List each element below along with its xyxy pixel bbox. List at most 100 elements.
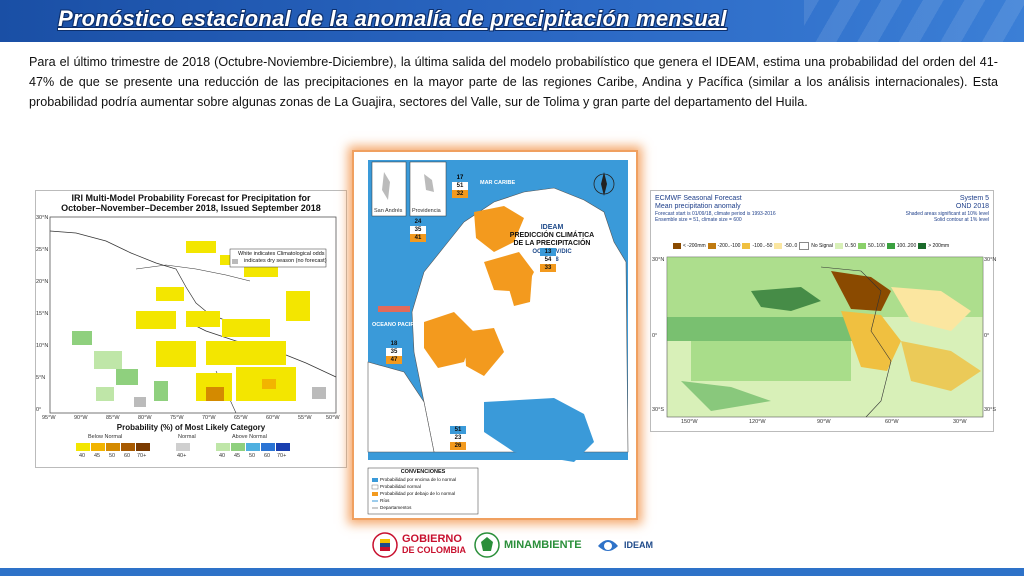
legend-value: 40: [79, 453, 86, 459]
ecmwf-lat-label: 30°S: [652, 407, 664, 413]
colombia-shield-icon: [372, 532, 398, 558]
iri-title-line2: October–November–December 2018, Issued S…: [61, 203, 321, 213]
sea-label: MAR CARIBE: [480, 180, 516, 186]
legend-swatch: [261, 443, 275, 451]
footer: GOBIERNO DE COLOMBIA MINAMBIENTE IDEAM: [0, 528, 1024, 576]
gobierno-line2: DE COLOMBIA: [402, 545, 466, 555]
ecmwf-lon-label: 30°W: [953, 419, 967, 425]
legend-value: 70+: [277, 453, 287, 459]
legend-label: -200..-100: [717, 243, 741, 249]
iri-lon-label: 55°W: [298, 415, 312, 421]
legend-label: > 200mm: [928, 243, 950, 249]
probability-box: 24 35 41: [410, 218, 426, 242]
legend-value: 50: [249, 453, 256, 459]
ocean-label: OCEANO PACIFICO: [372, 322, 424, 328]
ecmwf-forecast-map: ECMWF Seasonal Forecast Mean precipitati…: [650, 190, 997, 432]
legend-value: 70+: [137, 453, 147, 459]
legend-label: -100..-50: [752, 243, 773, 249]
iri-title: IRI Multi-Model Probability Forecast for…: [36, 193, 346, 213]
minambiente-logo: MINAMBIENTE: [474, 532, 582, 558]
legend-label: 100..200: [896, 243, 917, 249]
legend-swatch: [121, 443, 135, 451]
legend-swatch: [774, 243, 783, 249]
gobierno-line1: GOBIERNO: [402, 533, 462, 545]
ecmwf-lat-label: 30°N: [652, 257, 665, 263]
legend-value: 45: [234, 453, 241, 459]
ecmwf-map: [666, 256, 984, 418]
legend-value: 40: [219, 453, 226, 459]
convention-item: Departamentos: [380, 505, 412, 510]
ecmwf-lon-label: 120°W: [749, 419, 766, 425]
iri-lon-label: 70°W: [202, 415, 216, 421]
iri-lon-label: 65°W: [234, 415, 248, 421]
ecmwf-title-left-2: Mean precipitation anomaly: [655, 203, 741, 210]
ecmwf-lat-label: 0°: [984, 333, 990, 339]
ecmwf-title-right-2: OND 2018: [955, 203, 989, 210]
body-paragraph: Para el último trimestre de 2018 (Octubr…: [29, 55, 998, 109]
ecmwf-lon-label: 150°W: [681, 419, 698, 425]
legend-swatch: [276, 443, 290, 451]
legend-swatch: [858, 243, 867, 249]
ecmwf-legend: < -200mm -200..-100 -100..-50 -50..0 No …: [673, 241, 983, 251]
ecmwf-title-right-1: System 5: [959, 195, 989, 202]
ecmwf-lon-labels: 150°W 120°W 90°W 60°W 30°W: [651, 419, 993, 427]
iri-lon-label: 50°W: [326, 415, 340, 421]
ecmwf-sub-right-1: Shaded areas significant at 10% level: [905, 211, 989, 217]
legend-swatch: [834, 243, 843, 249]
ideam-eye-icon: [598, 540, 618, 551]
legend-swatch: [216, 443, 230, 451]
iri-legend-values: 40 45 50 60 70+ 40+ 40 45 50 60 70+: [76, 453, 316, 461]
probability-box: 13 54 33: [540, 248, 556, 272]
prob-normal: 35: [410, 226, 426, 234]
legend-label: -50..0: [784, 243, 798, 249]
prediction-title-line1: PREDICCIÓN CLIMÁTICA: [509, 232, 595, 239]
slide-title: Pronóstico estacional de la anomalía de …: [58, 6, 727, 31]
convention-item: Ríos: [380, 498, 390, 503]
minambiente-shield-icon: [474, 532, 500, 558]
legend-swatch: [673, 243, 681, 249]
legend-value: 60: [124, 453, 131, 459]
legend-swatch: [707, 243, 716, 249]
iri-lat-label: 25°N: [36, 247, 49, 253]
iri-legend-title: Probability (%) of Most Likely Category: [116, 423, 266, 432]
convention-item: Probabilidad normal: [380, 484, 421, 489]
iri-lon-label: 75°W: [170, 415, 184, 421]
legend-swatch: [918, 243, 927, 249]
iri-legend-groups: Below Normal Normal Above Normal: [36, 434, 346, 442]
legend-value: 40+: [177, 453, 187, 459]
iri-legend-group-above: Above Normal: [232, 434, 267, 440]
legend-swatch: [886, 243, 895, 249]
prob-above: 18: [386, 340, 402, 348]
convention-item: Probabilidad por encima de lo normal: [380, 477, 457, 482]
legend-swatch: [106, 443, 120, 451]
prob-above: 51: [450, 426, 466, 434]
legend-swatch: [76, 443, 90, 451]
ideam-colombia-map: San Andrés Providencia MAR CARIBE OCEANO…: [352, 150, 638, 520]
iri-legend-swatches: [76, 443, 316, 453]
legend-value: 50: [109, 453, 116, 459]
ecmwf-sub-right-2: Solid contour at 1% level: [933, 217, 989, 223]
gobierno-logo: GOBIERNO DE COLOMBIA: [372, 532, 466, 558]
ecmwf-sub-left-2: Ensemble size = 51, climate size = 600: [655, 217, 742, 223]
prediction-title-line2: DE LA PRECIPITACIÓN: [513, 240, 591, 247]
ecmwf-lon-label: 60°W: [885, 419, 899, 425]
iri-forecast-map: IRI Multi-Model Probability Forecast for…: [35, 190, 347, 468]
iri-lon-label: 90°W: [74, 415, 88, 421]
ecmwf-sub-left-1: Forecast start is 01/09/18, climate peri…: [655, 211, 776, 217]
prob-normal: 35: [386, 348, 402, 356]
ideam-text: IDEAM: [624, 540, 653, 550]
ecmwf-lat-label: 30°N: [984, 257, 997, 263]
iri-lat-label: 0°: [36, 407, 42, 413]
ecmwf-title-right: System 5 OND 2018 Shaded areas significa…: [906, 195, 989, 223]
conventions-title: CONVENCIONES: [400, 469, 446, 475]
probability-box: 17 51 32: [452, 174, 468, 198]
legend-swatch: [799, 242, 810, 250]
probability-box: 51 23 26: [450, 426, 466, 450]
bottom-stripe: [0, 568, 1024, 576]
prob-above: 17: [452, 174, 468, 182]
convention-item: Probabilidad por debajo de lo normal: [380, 491, 456, 496]
iri-note-line1: White indicates Climatological odds: [238, 251, 325, 257]
ecmwf-lat-labels-right: 30°N 0° 30°S: [984, 257, 997, 417]
gobierno-text: GOBIERNO DE COLOMBIA: [402, 534, 466, 556]
iri-map: [49, 216, 337, 414]
